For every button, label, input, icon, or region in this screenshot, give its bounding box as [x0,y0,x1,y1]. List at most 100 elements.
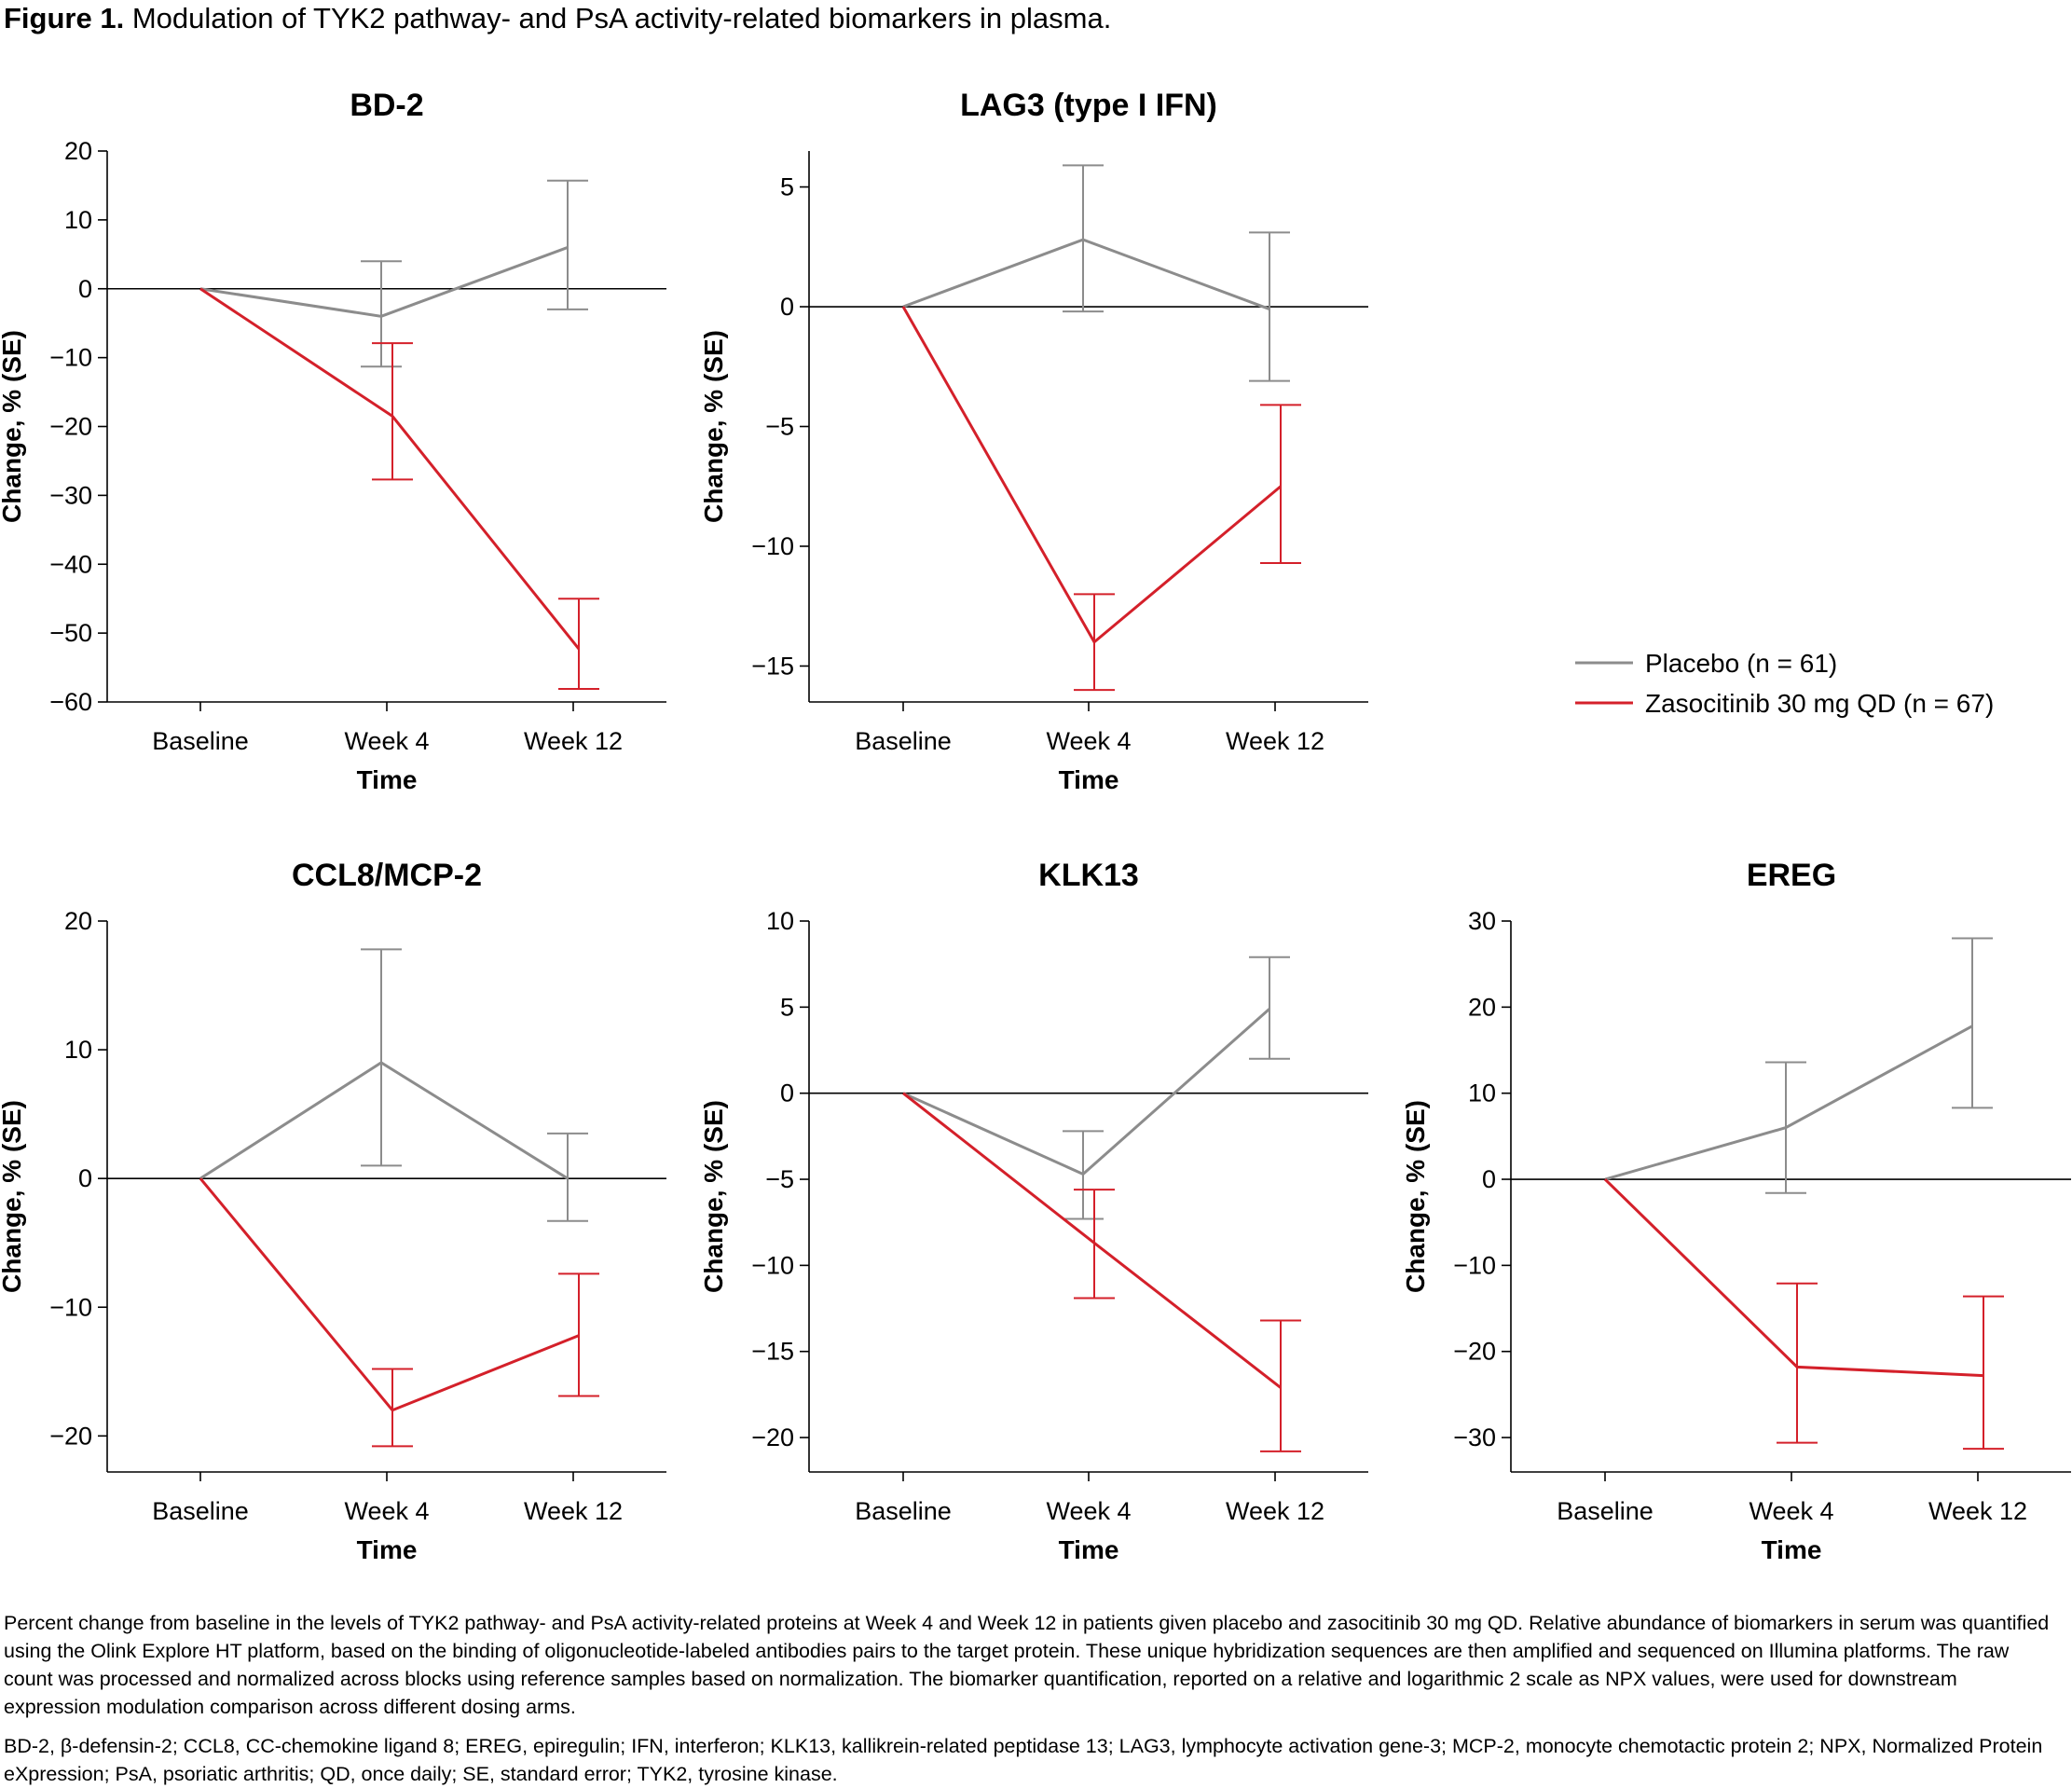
series-line-zasocitinib [902,1092,1282,1389]
x-tick-label: Baseline [1557,1497,1653,1525]
series-placebo [902,956,1290,1220]
series-zasocitinib [199,287,599,690]
y-tick-label: 10 [1468,1080,1496,1107]
y-tick-label: −20 [1453,1338,1496,1366]
y-tick-label: −20 [751,1424,794,1451]
error-bar [1260,404,1301,564]
y-axis-label: Change, % (SE) [1401,1100,1430,1293]
legend-entry: Placebo (n = 61) [1645,649,1837,678]
x-tick-label: Week 4 [344,727,429,755]
legend: Placebo (n = 61) Zasocitinib 30 mg QD (n … [1575,649,1994,718]
series-line-placebo [1604,1025,1973,1181]
x-tick-label: Baseline [152,1497,249,1525]
error-bar [361,260,402,368]
figure-label: Figure 1. [4,2,125,34]
series-line-placebo [199,1061,569,1180]
y-tick-label: −60 [49,688,92,716]
y-tick-label: −15 [751,1338,794,1366]
chart-panel-ereg: EREG 30 20 10 0 −10 −20 −30 Baseline Week 4 Week 1… [1401,858,2071,1564]
x-tick-label: Week 12 [1226,1497,1324,1525]
chart-panel-lag3: LAG3 (type I IFN) 5 0 −5 −10 −15 Baseline Week … [699,88,1368,794]
y-tick-label: −10 [751,1251,794,1279]
y-tick-label: 20 [64,907,92,935]
y-tick-label: 0 [78,275,92,303]
figure-title-text: Modulation of TYK2 pathway- and PsA acti… [131,2,1112,34]
series-line-zasocitinib [1603,1177,1984,1378]
y-tick-label: −5 [765,413,794,441]
y-tick-label: 5 [780,173,794,201]
y-tick-label: −30 [49,481,92,509]
y-tick-label: 30 [1468,907,1496,935]
series-zasocitinib [901,306,1301,692]
chart-title: BD-2 [350,88,423,123]
error-bar [558,598,599,690]
error-bar [1952,937,1993,1109]
error-bar [1249,231,1290,382]
x-tick-label: Week 12 [1928,1497,2027,1525]
error-bar [1063,164,1104,313]
chart-title: LAG3 (type I IFN) [960,88,1217,123]
error-bar [361,948,402,1167]
series-placebo [199,948,588,1222]
x-tick-label: Week 12 [524,727,623,755]
error-bar [558,1272,599,1397]
chart-panel-bd2: BD-2 20 10 0 −10 −20 −30 −40 −50 −60 Baseline Week … [0,88,666,794]
y-tick-label: −40 [49,550,92,578]
error-bar [547,1132,588,1222]
y-tick-label: 20 [1468,993,1496,1021]
x-tick-label: Week 4 [1046,1497,1131,1525]
legend-entry: Zasocitinib 30 mg QD (n = 67) [1645,689,1994,718]
series-placebo [199,179,588,368]
chart-panel-ccl8: CCL8/MCP-2 20 10 0 −10 −20 Baseline Week 4 Week … [0,858,666,1564]
caption-abbreviations: BD-2, β-defensin-2; CCL8, CC-chemokine l… [4,1735,2043,1785]
series-placebo [902,164,1290,382]
y-tick-label: 20 [64,137,92,165]
x-tick-label: Baseline [855,727,952,755]
series-line-placebo [902,238,1270,310]
x-tick-label: Week 4 [1749,1497,1833,1525]
figure-title: Figure 1. Modulation of TYK2 pathway- an… [4,2,1111,35]
x-axis-label: Time [357,765,418,794]
chart-panel-klk13: KLK13 10 5 0 −5 −10 −15 −20 Baseline Week 4 Week 1… [699,858,1368,1564]
error-bar [372,342,413,481]
y-tick-label: −50 [49,619,92,647]
y-tick-label: −20 [49,413,92,441]
series-placebo [1604,937,1993,1194]
y-axis-label: Change, % (SE) [0,1100,26,1293]
y-tick-label: 5 [780,993,794,1021]
y-tick-label: −15 [751,652,794,680]
y-tick-label: 10 [64,1036,92,1064]
error-bar [1765,1061,1806,1194]
y-tick-label: −10 [751,532,794,560]
y-tick-label: 0 [1482,1165,1496,1193]
series-line-placebo [902,1008,1270,1176]
error-bar [1063,1130,1104,1220]
error-bar [1260,1319,1301,1452]
y-tick-label: −30 [1453,1424,1496,1451]
series-zasocitinib [199,1177,599,1448]
y-axis-label: Change, % (SE) [699,330,728,523]
error-bar [1249,956,1290,1060]
error-bar [1777,1282,1818,1444]
series-line-zasocitinib [199,1177,580,1412]
x-tick-label: Week 4 [344,1497,429,1525]
x-tick-label: Baseline [855,1497,952,1525]
x-axis-label: Time [357,1535,418,1564]
series-line-zasocitinib [901,306,1282,645]
y-tick-label: −10 [49,344,92,372]
caption-description: Percent change from baseline in the leve… [4,1612,2050,1718]
series-line-placebo [199,246,569,318]
series-zasocitinib [902,1092,1301,1452]
series-zasocitinib [1603,1177,2004,1451]
chart-title: KLK13 [1038,858,1139,893]
error-bar [1074,593,1115,692]
y-tick-label: −10 [1453,1251,1496,1279]
y-axis-label: Change, % (SE) [699,1100,728,1293]
y-tick-label: 10 [766,907,794,935]
y-tick-label: 10 [64,206,92,234]
y-tick-label: 0 [780,1080,794,1107]
error-bar [1074,1189,1115,1300]
error-bar [372,1368,413,1448]
x-axis-label: Time [1059,765,1119,794]
